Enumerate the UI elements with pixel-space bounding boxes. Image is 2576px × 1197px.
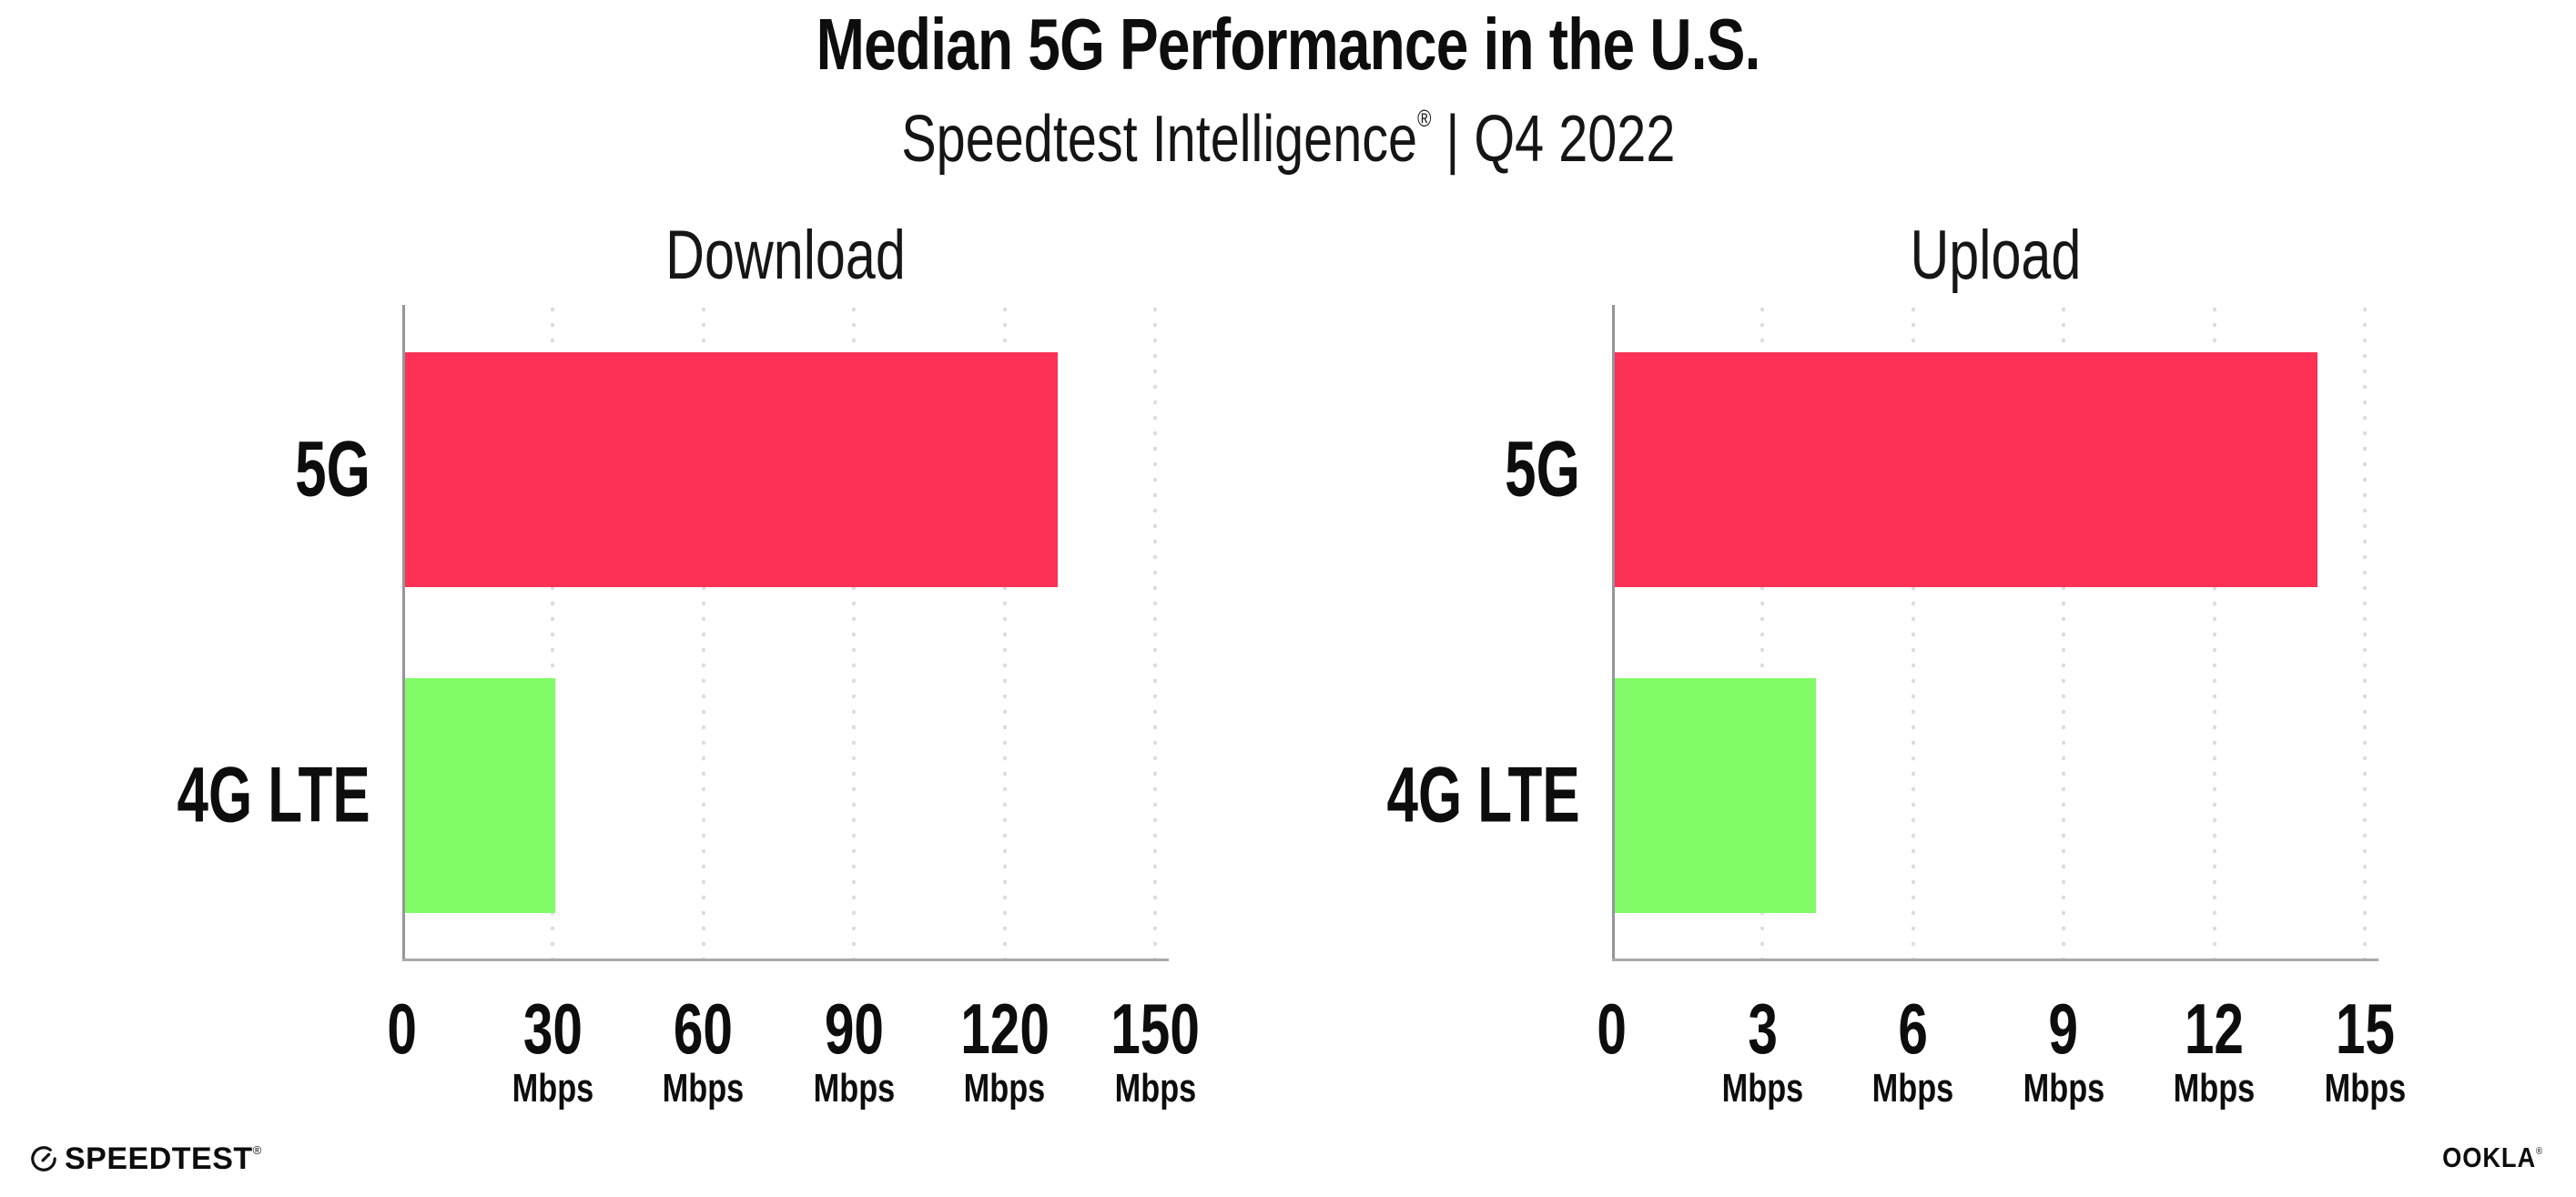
bar-5g [405,352,1058,587]
gridline-6 [1911,305,1915,959]
tick-label-90: 90 Mbps [813,989,895,1111]
gridline-12 [2212,305,2216,959]
tick-label-30: 30 Mbps [512,989,594,1111]
tick-label-9: 9 Mbps [2023,989,2104,1111]
tick-label-6: 6 Mbps [1871,989,1954,1111]
ookla-wordmark: OOKLA [2442,1141,2536,1173]
ookla-logo: OOKLA® [2442,1141,2543,1174]
subtitle-period: | Q4 2022 [1431,103,1676,176]
y-axis-line [1612,305,1615,959]
page-title: Median 5G Performance in the U.S. [816,4,1761,85]
figure-header: Median 5G Performance in the U.S. Speedt… [0,4,2576,177]
registered-mark-icon: ® [1416,105,1432,132]
gridline-9 [2062,305,2066,959]
chart-title: Download [665,217,906,294]
bar-5g [1615,352,2317,587]
registered-mark-icon: ® [252,1142,262,1157]
x-axis-line [402,959,1169,961]
chart-title: Upload [1910,217,2081,294]
tick-label-0: 0 [387,989,418,1069]
tick-label-150: 150 Mbps [1111,989,1200,1111]
bar-4g-lte [405,678,556,913]
x-axis-ticks: 0 3 Mbps 6 Mbps 9 Mbps 12 Mbps 15 Mbps [1597,959,2406,1111]
gridline-60 [701,305,705,959]
gridline-30 [551,305,555,959]
plot-area: 5G 4G LTE [177,305,1169,961]
tick-label-0: 0 [1597,989,1628,1069]
speedtest-logo: SPEEDTEST® [30,1137,262,1181]
gridline-3 [1760,305,1765,959]
tick-label-12: 12 Mbps [2173,989,2256,1111]
category-label-5g: 5G [295,425,370,513]
page-subtitle: Speedtest Intelligence® | Q4 2022 [0,82,2576,176]
speedtest-wordmark: SPEEDTEST [65,1141,253,1176]
tick-label-15: 15 Mbps [2324,989,2406,1111]
tick-label-120: 120 Mbps [959,989,1050,1111]
chart-download: Download 5G 4G LTE 0 30 Mbps 60 Mbps 90 Mbps 120… [177,218,1200,1111]
category-label-4g-lte: 4G LTE [177,751,370,839]
gridline-15 [2363,305,2367,959]
gridline-120 [1002,305,1007,959]
y-axis-line [402,305,405,959]
registered-mark-icon: ® [2535,1146,2543,1157]
tick-label-60: 60 Mbps [662,989,745,1111]
x-axis-line [1612,959,2378,961]
plot-area: 5G 4G LTE [1387,305,2378,961]
gridline-90 [852,305,857,959]
gridline-150 [1153,305,1157,959]
category-label-5g: 5G [1505,425,1580,513]
subtitle-brand: Speedtest Intelligence [900,103,1417,176]
bar-4g-lte [1615,678,1816,913]
chart-upload: Upload 5G 4G LTE 0 3 Mbps 6 Mbps 9 Mbps 12 Mbps 15… [1387,218,2406,1111]
x-axis-ticks: 0 30 Mbps 60 Mbps 90 Mbps 120 Mbps 150 Mbps [388,959,1200,1111]
speedtest-gauge-icon [31,1146,56,1172]
tick-label-3: 3 Mbps [1721,989,1804,1111]
category-label-4g-lte: 4G LTE [1386,751,1580,839]
